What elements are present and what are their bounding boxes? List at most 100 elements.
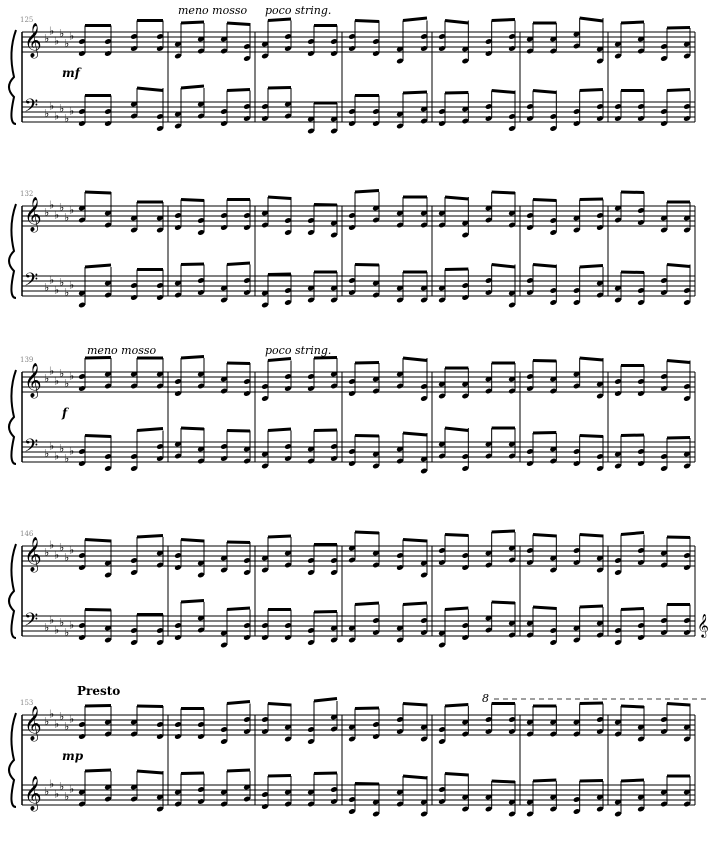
note-head	[197, 734, 205, 739]
note-head	[683, 451, 691, 457]
note-head	[243, 379, 251, 384]
note-head	[156, 794, 164, 800]
beam	[180, 20, 205, 25]
note-head	[261, 567, 269, 573]
note-head	[660, 789, 668, 795]
note-head	[508, 799, 516, 805]
note-head	[462, 220, 469, 226]
note-head	[573, 548, 580, 553]
note-head	[462, 232, 469, 238]
beam	[532, 263, 557, 268]
note-head	[197, 799, 205, 804]
note-head	[261, 555, 269, 561]
note-head	[462, 46, 469, 52]
note-head	[261, 717, 269, 722]
beam	[267, 357, 292, 362]
note-head	[462, 118, 469, 124]
note-head	[573, 288, 580, 293]
note-head	[174, 379, 182, 384]
note-head	[174, 225, 182, 230]
note-head	[130, 283, 138, 288]
note-head	[550, 230, 557, 235]
note-head	[156, 383, 164, 389]
note-head	[197, 560, 205, 566]
note-head	[660, 729, 668, 734]
note-head	[243, 570, 251, 575]
note-head	[420, 222, 428, 228]
note-head	[156, 34, 164, 39]
note-head	[307, 458, 315, 464]
note-head	[526, 461, 534, 466]
beam	[620, 704, 645, 709]
note-head	[573, 637, 580, 643]
note-head	[197, 371, 205, 377]
note-head	[372, 811, 380, 817]
note-head	[197, 230, 205, 235]
note-head	[526, 548, 534, 553]
note-head	[348, 557, 356, 563]
note-head	[372, 205, 380, 211]
beam	[267, 774, 292, 778]
note-head	[485, 806, 492, 812]
note-head	[550, 36, 557, 42]
flat-icon: ♭	[44, 447, 49, 460]
beam	[84, 263, 112, 269]
beam	[180, 771, 205, 775]
note-head	[526, 48, 534, 54]
system: 146𝄞 ♭♭♭♭♭♭𝄢 ♭♭♭♭♭♭ 𝄞	[8, 529, 709, 648]
beam	[267, 702, 292, 707]
beam	[84, 190, 112, 195]
note-head	[485, 104, 492, 109]
beam	[402, 431, 428, 437]
note-head	[372, 799, 380, 805]
note-head	[78, 217, 86, 223]
note-head	[462, 623, 469, 628]
note-head	[438, 441, 446, 447]
flat-icon: ♭	[49, 440, 54, 453]
note-head	[220, 789, 228, 795]
note-head	[526, 811, 534, 817]
note-head	[596, 393, 604, 399]
flat-icon: ♭	[64, 211, 69, 224]
flat-icon: ♭	[64, 112, 69, 125]
note-head	[396, 111, 404, 117]
note-head	[372, 734, 380, 739]
beam	[226, 429, 251, 433]
note-head	[372, 388, 380, 394]
flat-icon: ♭	[49, 274, 54, 287]
note-head	[261, 222, 269, 228]
beam	[491, 263, 516, 269]
note-head	[348, 736, 356, 742]
note-head	[637, 300, 645, 305]
note-head	[596, 567, 604, 573]
note-head	[396, 297, 404, 303]
note-head	[573, 121, 580, 126]
note-head	[156, 562, 164, 568]
note-head	[614, 41, 622, 47]
beam	[136, 534, 164, 539]
note-head	[438, 109, 446, 114]
flat-icon: ♭	[44, 546, 49, 559]
note-head	[485, 116, 492, 121]
beam	[402, 356, 428, 362]
beam	[444, 195, 469, 201]
note-head	[197, 787, 205, 792]
note-head	[508, 441, 516, 447]
note-head	[550, 300, 557, 305]
beam	[579, 533, 604, 538]
beam	[491, 600, 516, 605]
flat-icon: ♭	[54, 284, 59, 297]
note-head	[307, 446, 315, 452]
flat-icon: ♭	[49, 614, 54, 627]
note-head	[526, 36, 534, 42]
note-head	[526, 449, 534, 454]
note-head	[573, 625, 580, 631]
note-head	[614, 731, 622, 737]
note-head	[174, 280, 182, 286]
beam	[579, 356, 604, 362]
beam	[84, 356, 112, 360]
note-head	[78, 635, 86, 640]
flat-icon: ♭	[49, 365, 54, 378]
note-head	[596, 717, 604, 722]
note-head	[156, 126, 164, 131]
